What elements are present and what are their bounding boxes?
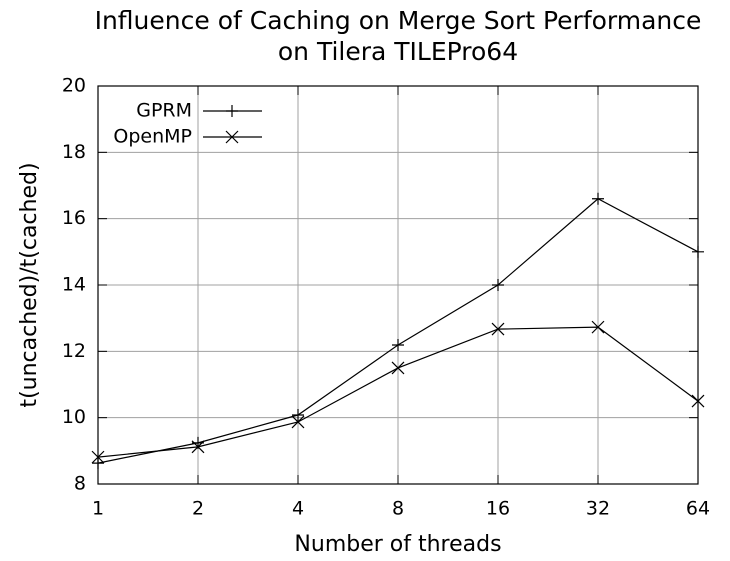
y-tick-label: 10 — [62, 406, 86, 428]
x-tick-label: 8 — [392, 498, 404, 520]
legend-marker — [225, 130, 239, 144]
point-marker — [492, 279, 504, 291]
plot-frame — [97, 85, 699, 485]
point-marker — [191, 440, 205, 454]
y-axis-label: t(uncached)/t(cached) — [17, 162, 42, 407]
point-marker — [92, 457, 104, 470]
point-marker — [591, 320, 605, 334]
x-tick-label: 16 — [486, 498, 510, 520]
point-marker — [292, 409, 304, 422]
point-marker — [392, 339, 404, 352]
x-tick-label: 32 — [586, 498, 610, 520]
legend-label: OpenMP — [113, 126, 192, 148]
y-tick-label: 14 — [62, 274, 86, 296]
legend-marker — [226, 105, 238, 117]
point-marker — [592, 192, 604, 205]
y-tick-label: 8 — [74, 473, 86, 495]
y-tick-label: 18 — [62, 141, 86, 163]
chart-title: Influence of Caching on Merge Sort Perfo… — [95, 6, 702, 35]
chart-title: on Tilera TILEPro64 — [278, 37, 518, 66]
x-tick-label: 64 — [686, 498, 710, 520]
point-marker — [692, 245, 704, 258]
point-marker — [91, 450, 105, 464]
point-marker — [691, 394, 705, 408]
point-marker — [291, 415, 305, 429]
x-axis-label: Number of threads — [294, 532, 501, 557]
x-tick-label: 2 — [192, 498, 204, 520]
y-tick-label: 12 — [62, 340, 86, 362]
point-marker — [491, 322, 505, 336]
point-marker — [391, 361, 405, 375]
legend-label: GPRM — [136, 100, 192, 122]
x-tick-label: 4 — [292, 498, 304, 520]
y-tick-label: 20 — [62, 75, 86, 97]
y-tick-label: 16 — [62, 207, 86, 229]
x-tick-label: 1 — [92, 498, 104, 520]
